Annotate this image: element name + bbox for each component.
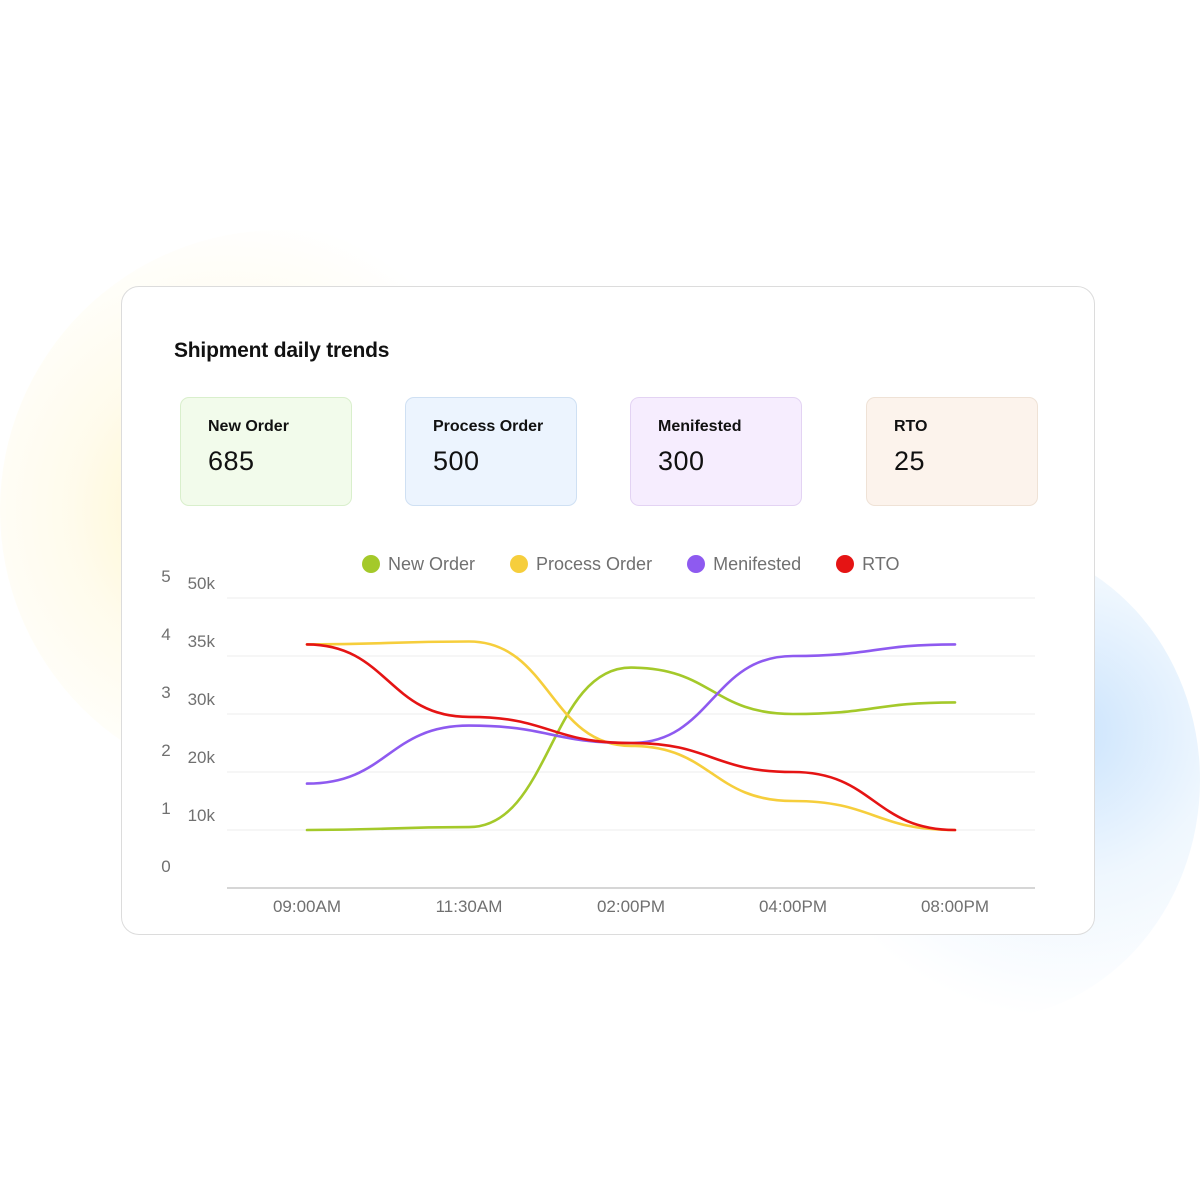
legend-label: Menifested: [713, 553, 802, 574]
chart-legend: New Order Process Order Menifested RTO: [362, 553, 900, 575]
stat-card-rto[interactable]: RTO 25: [866, 397, 1038, 506]
series-line-process-order: [305, 640, 957, 832]
y-tick-label: 0: [161, 857, 170, 876]
y-tick-label-secondary: 30k: [188, 690, 216, 709]
stat-label: RTO: [894, 418, 928, 435]
stat-card-new-order[interactable]: New Order 685: [180, 397, 352, 506]
stat-value: 25: [894, 446, 926, 476]
x-tick-label: 04:00PM: [759, 897, 827, 916]
shipment-trends-card: Shipment daily trends New Order 685 Proc…: [121, 286, 1095, 935]
legend-dot: [510, 555, 529, 573]
stat-label: New Order: [208, 418, 289, 435]
legend-dot: [362, 555, 380, 573]
series-line-new-order: [305, 666, 957, 832]
stat-label: Menifested: [658, 418, 742, 435]
legend-label: Process Order: [536, 553, 653, 574]
y-tick-label-secondary: 50k: [188, 574, 216, 593]
series-line-rto: [305, 643, 957, 832]
y-tick-label: 5: [161, 567, 170, 586]
card-title: Shipment daily trends: [174, 339, 390, 362]
stat-card-menifested[interactable]: Menifested 300: [630, 397, 802, 506]
x-tick-label: 11:30AM: [436, 897, 503, 916]
x-tick-label: 08:00PM: [921, 897, 989, 916]
legend-label: New Order: [388, 553, 476, 574]
legend-dot: [687, 555, 706, 573]
stat-value: 685: [208, 446, 255, 476]
legend-item-new-order[interactable]: New Order: [362, 554, 475, 575]
x-tick-label: 09:00AM: [273, 897, 341, 916]
y-tick-label-secondary: 10k: [188, 806, 216, 825]
legend-item-rto[interactable]: RTO: [836, 553, 900, 575]
legend-label: RTO: [862, 553, 900, 574]
x-tick-label: 02:00PM: [597, 897, 665, 916]
y-tick-label-secondary: 35k: [188, 632, 216, 651]
legend-item-menifested[interactable]: Menifested: [687, 554, 801, 575]
y-tick-label-secondary: 20k: [188, 748, 216, 767]
legend-dot: [836, 555, 855, 573]
legend-item-process-order[interactable]: Process Order: [510, 554, 652, 575]
line-chart: 0 1 10k 2 20k 3 30k 4 35k 5 50k 09:00AM 11:30AM 02:00…: [161, 567, 1035, 916]
y-tick-label: 1: [161, 799, 170, 818]
stat-value: 300: [658, 446, 705, 476]
stat-card-process-order[interactable]: Process Order 500: [405, 397, 577, 506]
stat-label: Process Order: [433, 418, 544, 435]
y-tick-label: 4: [161, 625, 170, 644]
y-tick-label: 3: [161, 683, 170, 702]
stat-value: 500: [433, 446, 480, 476]
y-tick-label: 2: [161, 741, 170, 760]
